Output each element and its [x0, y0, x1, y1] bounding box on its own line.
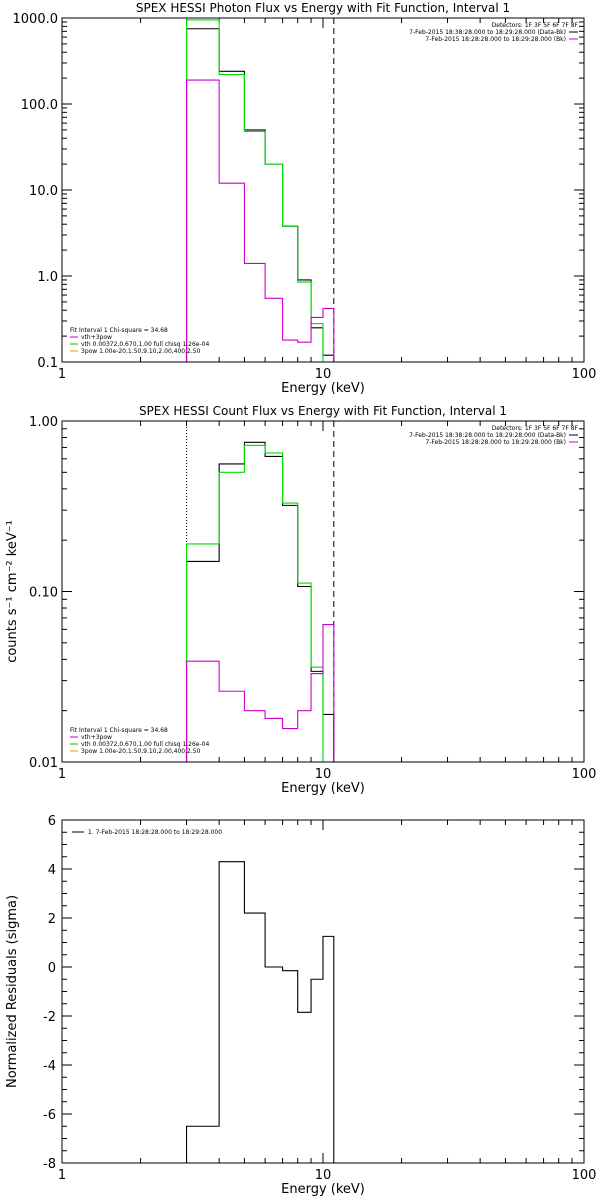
plot-frame — [61, 819, 585, 1164]
fit-legend-title: Fit Interval 1 Chi-square = 34.68 — [70, 327, 168, 334]
x-tick-label: 1 — [58, 767, 66, 782]
y-axis-label: Normalized Residuals (sigma) — [5, 895, 20, 1088]
y-tick-label: 6 — [48, 814, 56, 829]
fit-legend-title: Fit Interval 1 Chi-square = 34.68 — [70, 727, 168, 734]
plot-area — [185, 421, 335, 762]
legend-entry: 1. 7-Feb-2015 18:28:28.000 to 18:29:28.0… — [88, 829, 222, 836]
y-tick-label: 1.00 — [29, 415, 58, 430]
y-tick-label: 0.10 — [29, 586, 58, 601]
detectors-label: Detectors: 1F 3F 5F 6F 7F 8F — [492, 22, 579, 29]
y-tick-label: 1000.0 — [13, 12, 59, 27]
detectors-label: Detectors: 1F 3F 5F 6F 7F 8F — [492, 425, 579, 432]
x-axis-label: Energy (keV) — [281, 781, 365, 796]
fit-legend-entry: vth 0.00372,0.670,1.00 full chisq 1.26e-… — [81, 341, 209, 348]
x-tick-label: 10 — [315, 767, 332, 782]
y-tick-label: 2 — [48, 912, 56, 927]
header-legend-entry: 7-Feb-2015 18:38:28.000 to 18:29:28.000 … — [409, 432, 566, 439]
y-tick-label: -8 — [43, 1157, 56, 1172]
x-axis-label: Energy (keV) — [281, 381, 365, 396]
fit-legend-entry: 3pow 1.00e-20,1.50,9.10,2.00,400,2.50 — [81, 348, 201, 355]
plot-frame — [61, 420, 585, 763]
y-axis-label: counts s⁻¹ cm⁻² keV⁻¹ — [5, 520, 20, 663]
x-tick-label: 10 — [315, 1168, 332, 1183]
fit-legend-entry: 3pow 1.00e-20,1.50,9.10,2.00,400,2.50 — [81, 748, 201, 755]
chart-panel-1: SPEX HESSI Photon Flux vs Energy with Fi… — [13, 1, 597, 396]
fit-legend-entry: vth+3pow — [81, 734, 112, 741]
x-tick-label: 100 — [572, 767, 597, 782]
x-tick-label: 1 — [58, 367, 66, 382]
x-tick-label: 100 — [572, 367, 597, 382]
y-tick-label: 4 — [48, 863, 56, 878]
series-line-1 — [185, 861, 335, 1163]
x-tick-label: 100 — [572, 1168, 597, 1183]
plot-frame — [61, 17, 585, 363]
series-line-2 — [185, 444, 334, 762]
chart-panel-3: 1 10 100 -8 -6 -4 -2 0 2 4 6 Energy (keV) Normalized… — [5, 814, 596, 1197]
y-tick-label: -6 — [43, 1108, 56, 1123]
y-tick-label: -4 — [43, 1059, 56, 1074]
fit-legend-entry: vth 0.00372,0.670,1.00 full chisq 1.26e-… — [81, 741, 209, 748]
x-tick-label: 10 — [315, 367, 332, 382]
y-tick-label: 0 — [48, 961, 56, 976]
y-tick-label: 10.0 — [29, 184, 58, 199]
plot-area — [185, 18, 335, 362]
series-line-3 — [185, 79, 335, 362]
y-tick-label: -2 — [43, 1010, 56, 1025]
x-tick-label: 1 — [58, 1168, 66, 1183]
series-line-2 — [185, 19, 334, 362]
y-tick-label: 0.01 — [29, 756, 58, 771]
series-line-3 — [185, 624, 335, 762]
chart-panel-2: SPEX HESSI Count Flux vs Energy with Fit… — [5, 404, 596, 796]
header-legend-entry: 7-Feb-2015 18:28:28.000 to 18:29:28.000 … — [425, 36, 566, 43]
x-axis-label: Energy (keV) — [281, 1182, 365, 1197]
fit-legend-entry: vth+3pow — [81, 334, 112, 341]
chart-title: SPEX HESSI Count Flux vs Energy with Fit… — [139, 404, 507, 418]
y-tick-label: 100.0 — [21, 98, 58, 113]
header-legend-entry: 7-Feb-2015 18:38:28.000 to 18:29:28.000 … — [409, 29, 566, 36]
chart-title: SPEX HESSI Photon Flux vs Energy with Fi… — [136, 1, 510, 15]
header-legend-entry: 7-Feb-2015 18:28:28.000 to 18:29:28.000 … — [425, 439, 566, 446]
y-tick-label: 1.0 — [37, 270, 58, 285]
plot-area — [185, 861, 335, 1163]
y-tick-label: 0.1 — [37, 356, 58, 371]
